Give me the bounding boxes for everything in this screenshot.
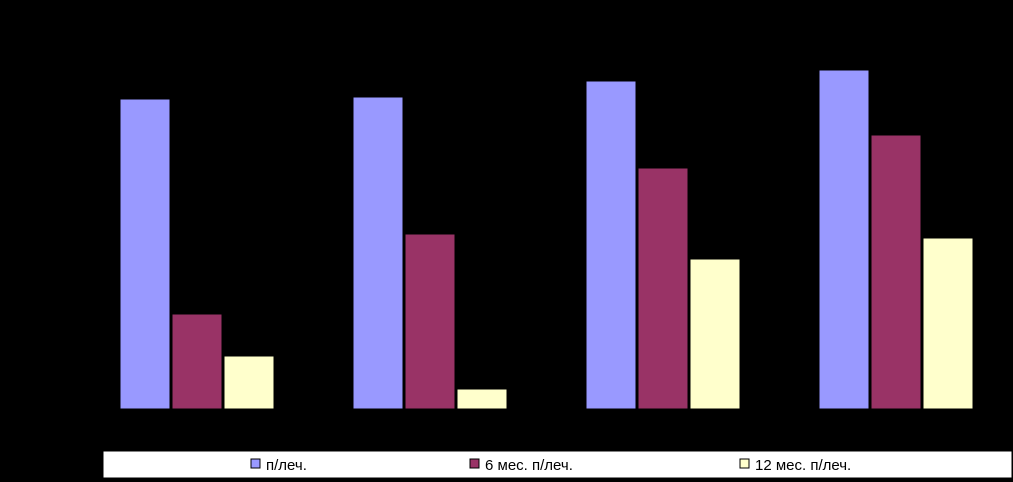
- legend-label-3: 12 мес. п/леч.: [755, 457, 851, 474]
- legend-label-1: п/леч.: [266, 457, 307, 474]
- bar-series-2-group-2: [404, 233, 456, 410]
- bar-series-1-group-1: [119, 98, 171, 410]
- bar-series-3-group-1: [223, 355, 275, 410]
- legend-swatch-2: [469, 458, 480, 469]
- bar-series-1-group-4: [818, 69, 870, 410]
- bar-series-1-group-2: [352, 96, 404, 410]
- bar-series-1-group-3: [585, 80, 637, 410]
- legend-label-2: 6 мес. п/леч.: [485, 457, 573, 474]
- bar-series-2-group-1: [171, 313, 223, 410]
- legend-swatch-3: [739, 458, 750, 469]
- bar-series-2-group-4: [870, 134, 922, 410]
- bar-series-3-group-3: [689, 258, 741, 410]
- legend: п/леч. 6 мес. п/леч. 12 мес. п/леч.: [250, 457, 851, 474]
- bar-series-3-group-2: [456, 388, 508, 410]
- legend-swatch-1: [250, 458, 261, 469]
- bar-series-2-group-3: [637, 167, 689, 410]
- bars-layer: [119, 69, 974, 410]
- bar-series-3-group-4: [922, 237, 974, 410]
